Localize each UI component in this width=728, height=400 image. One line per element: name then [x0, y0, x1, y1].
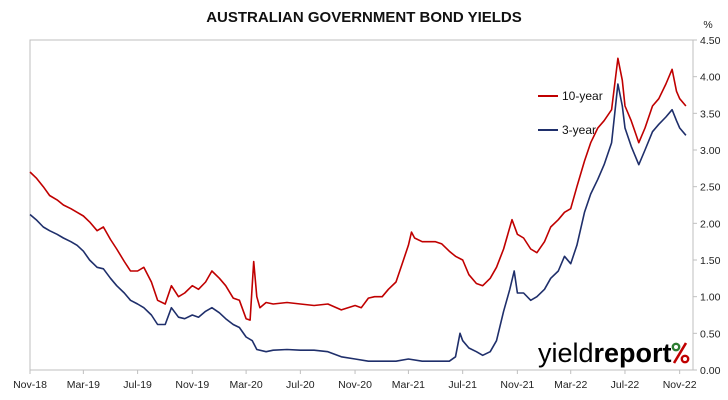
x-axis: Nov-18 Mar-19 Jul-19 Nov-19 Mar-20 Jul-20 Nov-… — [13, 370, 697, 391]
x-tick-label: Mar-21 — [392, 379, 425, 391]
logo-word-yield: yield — [538, 338, 594, 368]
x-tick-label: Jul-20 — [286, 379, 315, 391]
y-tick-label: 1.00 — [700, 292, 721, 304]
x-tick-label: Mar-22 — [554, 379, 587, 391]
y-axis: 0.00 0.50 1.00 1.50 2.00 2.50 3.00 3.50 4.00 4.50 — [693, 35, 721, 377]
x-tick-label: Nov-20 — [338, 379, 372, 391]
y-tick-label: 1.50 — [700, 255, 721, 267]
y-tick-label: 4.50 — [700, 35, 721, 47]
x-tick-label: Jul-19 — [123, 379, 152, 391]
chart-title: AUSTRALIAN GOVERNMENT BOND YIELDS — [206, 9, 522, 26]
y-tick-label: 0.00 — [700, 365, 721, 377]
plot-area-border — [29, 39, 694, 371]
percent-icon — [671, 342, 690, 364]
series-layer — [29, 57, 687, 362]
x-tick-label: Nov-19 — [175, 379, 209, 391]
x-tick-label: Jul-21 — [448, 379, 477, 391]
x-tick-label: Nov-22 — [663, 379, 697, 391]
series-line-10-year — [29, 57, 687, 321]
y-tick-label: 0.50 — [700, 328, 721, 340]
x-tick-label: Mar-19 — [67, 379, 100, 391]
logo-word-report: report — [594, 338, 672, 368]
legend-label-10-year: 10-year — [562, 89, 603, 103]
svg-text:yieldreport: yieldreport — [538, 338, 672, 368]
y-tick-label: 2.00 — [700, 218, 721, 230]
legend-label-3-year: 3-year — [562, 123, 596, 137]
y-axis-unit-label: % — [703, 19, 712, 31]
x-tick-label: Nov-18 — [13, 379, 47, 391]
y-tick-label: 4.00 — [700, 72, 721, 84]
yieldreport-logo: yieldreport — [538, 338, 690, 368]
y-tick-label: 3.00 — [700, 145, 721, 157]
series-line-3-year — [29, 83, 687, 362]
y-tick-label: 2.50 — [700, 182, 721, 194]
x-tick-label: Mar-20 — [229, 379, 262, 391]
legend: 10-year 3-year — [538, 89, 603, 137]
y-tick-label: 3.50 — [700, 108, 721, 120]
x-tick-label: Nov-21 — [500, 379, 534, 391]
x-tick-label: Jul-22 — [611, 379, 640, 391]
